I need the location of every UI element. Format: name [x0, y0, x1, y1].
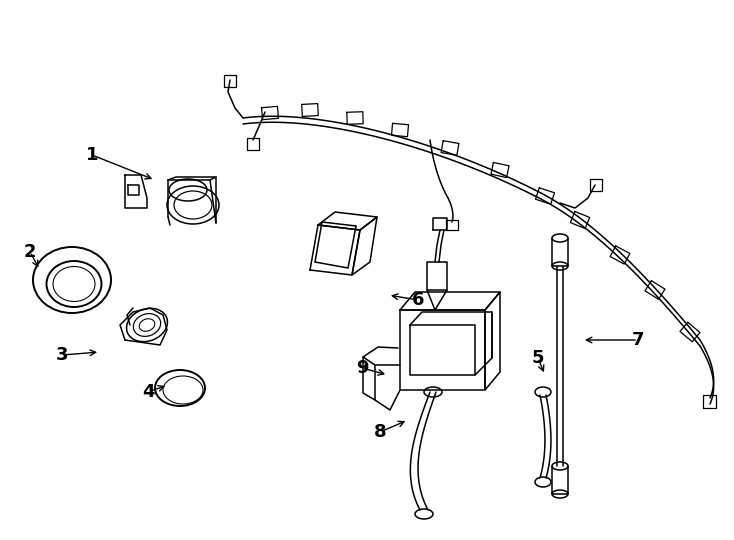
Text: 1: 1 — [86, 146, 98, 164]
Text: 2: 2 — [23, 243, 36, 261]
Text: 5: 5 — [531, 349, 544, 367]
Text: 6: 6 — [412, 291, 424, 309]
Text: 4: 4 — [142, 383, 154, 401]
Text: 9: 9 — [356, 359, 368, 377]
Text: 8: 8 — [374, 423, 386, 441]
Text: 3: 3 — [56, 346, 68, 364]
Text: 7: 7 — [632, 331, 644, 349]
